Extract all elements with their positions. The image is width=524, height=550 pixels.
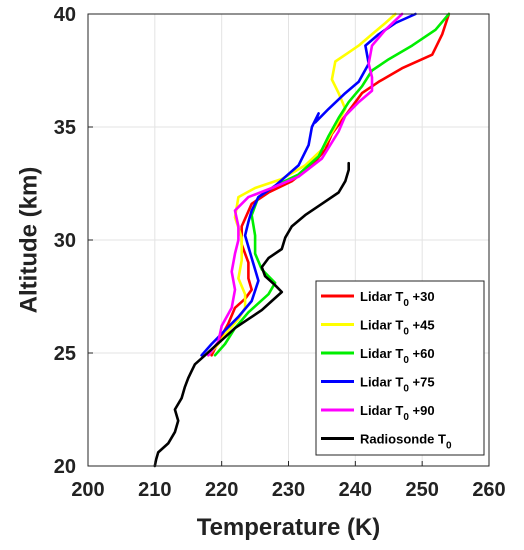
legend-label: Radiosonde T xyxy=(360,432,446,447)
y-tick-label: 25 xyxy=(54,343,76,365)
y-axis-label: Altitude (km) xyxy=(15,167,42,314)
legend-subscript: 0 xyxy=(403,355,409,366)
y-tick-label: 30 xyxy=(54,230,76,252)
x-tick-label: 200 xyxy=(71,479,104,501)
legend-suffix: +60 xyxy=(409,346,435,361)
series-line-5 xyxy=(153,161,351,468)
legend-subscript: 0 xyxy=(403,327,409,338)
legend-suffix: +45 xyxy=(409,318,435,333)
legend-entry: Lidar T0 +75 xyxy=(360,375,435,395)
x-tick-label: 240 xyxy=(339,479,372,501)
legend-subscript: 0 xyxy=(403,384,409,395)
legend-subscript: 0 xyxy=(446,441,452,452)
legend-entry: Lidar T0 +45 xyxy=(360,318,435,338)
legend-subscript: 0 xyxy=(403,298,409,309)
legend-entry: Lidar T0 +60 xyxy=(360,346,435,366)
legend-box xyxy=(315,280,485,456)
legend-subscript: 0 xyxy=(403,412,409,423)
legend-suffix: +90 xyxy=(409,403,435,418)
legend-entry: Lidar T0 +90 xyxy=(360,403,435,423)
legend-entry: Lidar T0 +30 xyxy=(360,289,435,309)
legend-entry: Radiosonde T0 xyxy=(360,432,452,452)
x-axis-label: Temperature (K) xyxy=(197,514,381,541)
y-tick-label: 20 xyxy=(54,456,76,478)
legend-label: Lidar T xyxy=(360,289,403,304)
x-tick-label: 260 xyxy=(472,479,505,501)
x-tick-label: 210 xyxy=(138,479,171,501)
series-line-4 xyxy=(207,12,404,357)
x-tick-label: 250 xyxy=(405,479,438,501)
series-layer xyxy=(153,12,451,468)
legend-suffix: +75 xyxy=(409,375,435,390)
legend-label: Lidar T xyxy=(360,346,403,361)
y-tick-label: 40 xyxy=(54,4,76,26)
y-tick-label: 35 xyxy=(54,117,76,139)
legend-label: Lidar T xyxy=(360,403,403,418)
legend-label: Lidar T xyxy=(360,318,403,333)
x-tick-label: 220 xyxy=(205,479,238,501)
legend-label: Lidar T xyxy=(360,375,403,390)
ticks-layer: 200 210 220 230 240 250 260 20 25 30 35 40 xyxy=(54,4,506,501)
legend-suffix: +30 xyxy=(409,289,435,304)
series-line-0 xyxy=(210,12,451,357)
x-tick-label: 230 xyxy=(272,479,305,501)
